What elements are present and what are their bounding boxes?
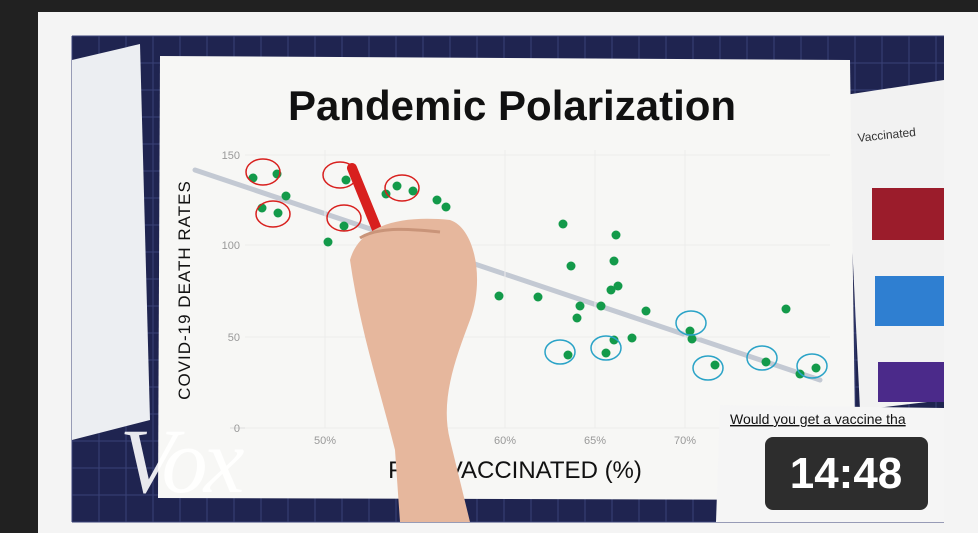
scatter-dot (711, 361, 720, 370)
color-swatch (875, 276, 944, 326)
scatter-dot (573, 314, 582, 323)
duration: 14:48 (790, 449, 903, 498)
y-axis-label: COVID-19 DEATH RATES (175, 180, 194, 400)
scatter-dot (282, 192, 291, 201)
scatter-dot (442, 203, 451, 212)
color-swatch (878, 362, 944, 402)
x-tick-label: 65% (584, 435, 606, 447)
scatter-dot (274, 209, 283, 218)
y-tick-label: 150 (222, 150, 240, 162)
scatter-dot (782, 305, 791, 314)
scatter-dot (564, 351, 573, 360)
scatter-dot (567, 262, 576, 271)
side-paper (72, 44, 150, 440)
scatter-dot (602, 349, 611, 358)
scatter-dot (612, 231, 621, 240)
scatter-dot (534, 293, 543, 302)
scatter-dot (762, 358, 771, 367)
x-tick-label: 70% (674, 435, 696, 447)
color-swatch (872, 188, 944, 240)
y-tick-label: 50 (228, 332, 240, 344)
scatter-dot (559, 220, 568, 229)
x-tick-label: 60% (494, 435, 516, 447)
scatter-dot (688, 335, 697, 344)
logo: Vox (120, 410, 245, 512)
y-tick-label: 100 (222, 240, 240, 252)
scatter-dot (576, 302, 585, 311)
scatter-dot (324, 238, 333, 247)
scatter-dot (642, 307, 651, 316)
x-tick-label: 50% (314, 435, 336, 447)
scatter-dot (628, 334, 637, 343)
page: Vaccinated Pandemic Polarization 1501005… (0, 0, 978, 533)
survey-question: Would you get a vaccine tha (730, 411, 906, 427)
scatter-dot (597, 302, 606, 311)
paper-title: Pandemic Polarization (288, 82, 736, 129)
thumbnail-view: Vaccinated Pandemic Polarization 1501005… (0, 0, 978, 533)
scatter-dot (614, 282, 623, 291)
scatter-dot (610, 257, 619, 266)
scatter-dot (393, 182, 402, 191)
scatter-dot (342, 176, 351, 185)
scatter-dot (495, 292, 504, 301)
scatter-dot (433, 196, 442, 205)
scatter-dot (340, 222, 349, 231)
scatter-dot (812, 364, 821, 373)
